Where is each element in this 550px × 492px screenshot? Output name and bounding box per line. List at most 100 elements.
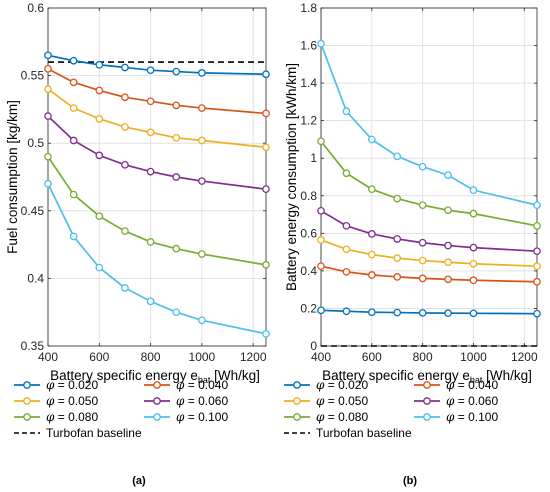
data-point [262,109,270,118]
legend-marker [293,413,301,421]
data-point [444,241,452,250]
data-point [393,194,402,203]
data-point [146,97,155,106]
data-point [198,69,206,77]
data-point [342,169,351,178]
x-axis-label: Battery specific energy ebat [Wh/kg] [322,368,532,385]
legend-entry-label: φ = 0.040 [176,378,228,392]
series-line [47,183,267,335]
data-point [198,316,206,325]
data-point [69,104,78,112]
data-point [44,85,52,93]
data-point [317,262,325,271]
y-tick-label: 0.55 [21,69,45,83]
legend: φ = 0.020 φ = 0.040 φ = 0.050 φ = 0.060 φ = … [284,378,498,440]
data-point [444,258,452,267]
x-tick-label: 600 [89,350,109,364]
legend-entry-label: φ = 0.050 [46,394,98,408]
data-point [198,177,206,185]
y-tick-label: 0.5 [27,136,44,150]
legend-entry-label: φ = 0.080 [316,410,368,424]
y-tick-label: 1 [310,151,317,165]
data-point [317,236,325,244]
data-point [262,70,270,79]
legend-entry-label: φ = 0.060 [176,394,228,408]
y-tick-label: 0.35 [21,339,45,353]
y-tick-label: 1.2 [300,114,317,128]
data-point [469,259,478,268]
data-point [262,261,270,269]
data-point [146,66,155,75]
legend-marker [23,397,31,405]
x-axis-label: Battery specific energy ebat [Wh/kg] [50,368,260,385]
data-point [146,238,155,246]
data-point [172,101,181,110]
data-point [469,276,478,285]
data-point [533,221,541,230]
data-point [146,128,155,137]
data-point [393,235,402,243]
series-line [47,156,267,266]
panel-label-b: (b) [403,475,417,487]
series-line [47,88,267,149]
data-point [172,67,181,76]
data-point [342,267,351,276]
data-point [69,190,78,199]
data-point [69,56,78,65]
data-point [121,227,129,235]
legend-entry-label: φ = 0.050 [316,394,368,408]
data-point [262,185,270,194]
legend: φ = 0.020 φ = 0.040 φ = 0.050 φ = 0.060 φ = … [14,378,228,440]
data-point [198,250,206,258]
chart-panel: 400 600 800 1000 1200 0.35 0.4 0.45 0.5 0.55 0.6 Ba… [5,1,270,385]
y-tick-label: 0.8 [300,189,317,203]
legend-marker [23,381,31,389]
y-tick-label: 0.4 [27,271,44,285]
data-point [418,162,427,171]
series-line [47,115,267,191]
data-point [262,329,270,338]
data-point [95,263,104,272]
data-point [44,112,52,121]
legend-entry-label: φ = 0.100 [176,410,228,424]
data-point [418,201,427,210]
y-tick-label: 0.6 [300,226,317,240]
legend-marker [423,397,431,405]
y-tick-label: 0.6 [27,1,44,15]
legend-baseline-label: Turbofan baseline [316,426,412,440]
data-point [317,206,325,215]
y-tick-label: 0.45 [21,204,45,218]
legend-marker [293,381,301,389]
data-point [393,254,402,262]
data-point [317,137,325,146]
data-point [69,232,78,241]
data-point [121,284,129,292]
data-point [367,185,376,194]
data-point [95,115,104,123]
data-point [418,238,427,247]
x-tick-label: 400 [311,350,331,364]
data-point [444,275,452,284]
data-point [367,135,376,144]
series-line [320,210,538,253]
legend-marker [23,413,31,421]
data-point [198,104,206,112]
x-tick-label: 1000 [460,350,487,364]
data-point [393,152,402,161]
x-tick-label: 800 [413,350,433,364]
x-tick-label: 800 [141,350,161,364]
data-point [262,143,270,152]
data-point [418,274,427,283]
data-point [469,243,478,252]
legend-marker [423,381,431,389]
data-point [44,152,52,161]
data-point [95,212,104,221]
y-tick-label: 1.4 [300,76,317,90]
data-point [367,250,376,259]
data-point [317,306,325,315]
series-line [320,140,538,227]
data-point [393,273,402,281]
plot-frame [47,7,267,347]
data-point [444,206,452,215]
data-point [95,151,104,160]
